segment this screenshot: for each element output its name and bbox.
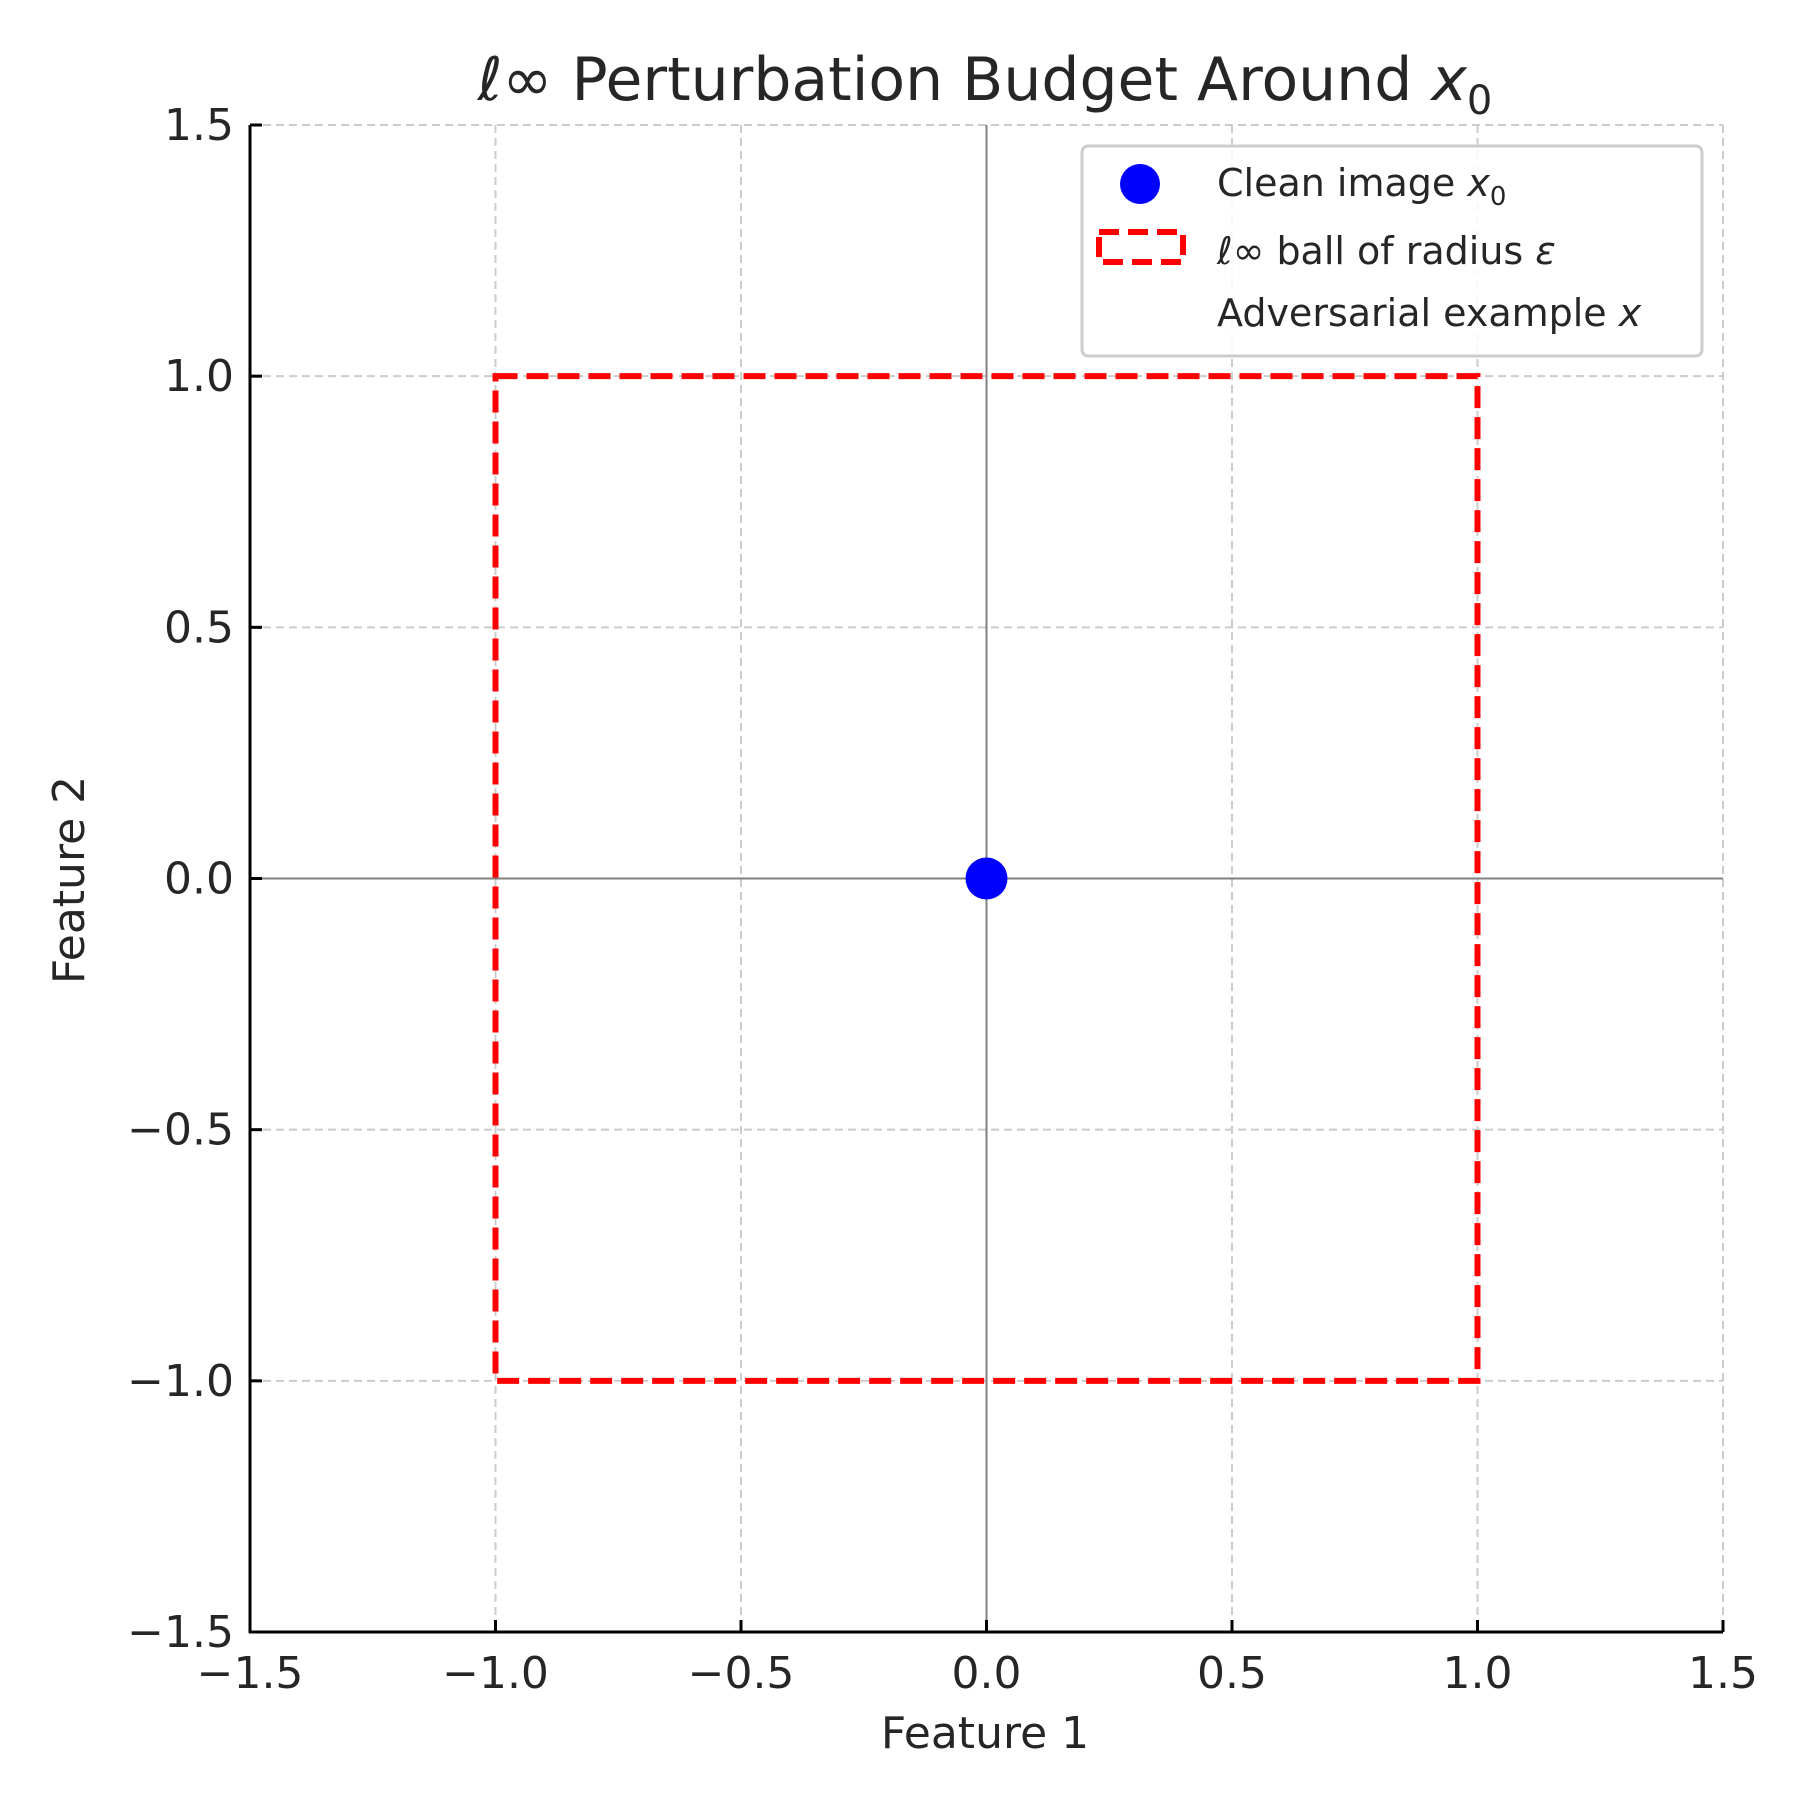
title-subscript: 0: [1467, 78, 1492, 124]
legend-frame: [1080, 144, 1704, 358]
legend-marker-linf-ball: [1096, 229, 1186, 265]
x-tick-label: −1.5: [197, 1648, 304, 1699]
legend-label-linf-ball: ℓ∞ ball of radius ε: [1216, 229, 1556, 273]
y-tick-label: −1.0: [127, 1356, 234, 1407]
legend-marker-clean-image: [1120, 164, 1160, 204]
clean-image-point: [965, 857, 1008, 900]
y-tick-label: 0.5: [164, 602, 234, 653]
x-tick-label: −0.5: [688, 1648, 795, 1699]
title-var: x: [1429, 45, 1467, 115]
y-tick-label: 0.0: [164, 854, 234, 905]
y-tick-label: 1.0: [164, 351, 234, 402]
x-tick-label: 0.5: [1197, 1648, 1267, 1699]
x-tick-label: 0.0: [952, 1648, 1022, 1699]
chart-title: ℓ∞ Perturbation Budget Around x0: [477, 45, 1493, 124]
y-tick-label: 1.5: [164, 100, 234, 151]
title-prefix: ℓ∞: [477, 45, 553, 115]
data-points: [965, 857, 1008, 900]
x-tick-label: 1.0: [1443, 1648, 1513, 1699]
y-tick-label: −1.5: [127, 1607, 234, 1658]
title-main: Perturbation Budget Around: [552, 45, 1431, 115]
y-axis-label: Feature 2: [44, 776, 95, 984]
y-tick-label: −0.5: [127, 1105, 234, 1156]
ticks: −1.5 −1.0 −0.5 0.0 0.5 1.0 1.5 −1.5 −1.0 −0.5 0.0 0…: [127, 100, 1758, 1699]
legend: Clean image x0 ℓ∞ ball of radius ε Adver…: [1080, 144, 1704, 358]
legend-label-clean-image: Clean image x0: [1217, 161, 1506, 212]
x-tick-label: 1.5: [1688, 1648, 1758, 1699]
x-axis-label: Feature 1: [881, 1708, 1089, 1759]
x-tick-label: −1.0: [442, 1648, 549, 1699]
legend-label-adversarial-example: Adversarial example x: [1217, 291, 1642, 335]
